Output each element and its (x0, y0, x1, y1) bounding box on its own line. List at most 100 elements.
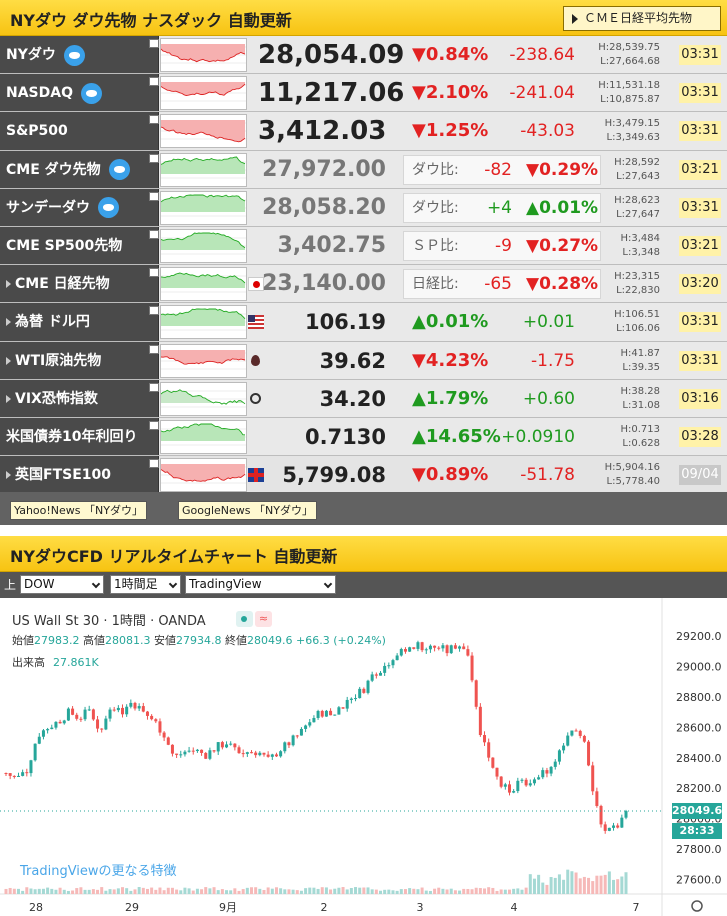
volume-bar (495, 890, 499, 894)
expand-icon[interactable] (149, 153, 159, 163)
update-time: 03:21 (679, 159, 721, 180)
candle-body (270, 754, 274, 757)
quote-row[interactable]: 英国FTSE100 5,799.08 ▼0.89% -51.78 H:5,904.16 L… (0, 456, 727, 495)
candle-body (607, 827, 611, 831)
candle-body (162, 732, 166, 738)
candle-body (449, 645, 453, 654)
candle-body (587, 741, 591, 766)
expand-icon[interactable] (149, 39, 159, 48)
volume-bar (354, 887, 358, 894)
high-label: 高値 (83, 634, 105, 647)
source-select-value: TradingView (189, 577, 262, 591)
quote-name[interactable]: NYダウ (0, 36, 159, 74)
candle-body (383, 665, 387, 673)
quote-name[interactable]: VIX恐怖指数 (0, 379, 159, 417)
quote-row[interactable]: WTI原油先物 39.62 ▼4.23% -1.75 H:41.87 L:39.35 03:… (0, 341, 727, 380)
expand-icon[interactable] (149, 420, 159, 430)
expand-icon[interactable] (149, 191, 159, 201)
volume-bar (458, 890, 462, 894)
volume-bar (299, 890, 303, 894)
quote-name[interactable]: CME SP500先物 (0, 226, 159, 265)
expand-icon[interactable] (149, 268, 159, 278)
sparkline[interactable] (149, 114, 247, 149)
expand-icon[interactable] (149, 115, 159, 125)
sparkline[interactable] (149, 419, 247, 454)
quote-row[interactable]: サンデーダウ 28,058.20 ダウ比: +4 ▲0.01% H:28,623 L:27,… (0, 188, 727, 227)
quote-name[interactable]: サンデーダウ (0, 188, 159, 226)
candle-body (141, 706, 145, 712)
quote-change: -43.03 (520, 121, 575, 142)
symbol-select[interactable]: DOW (20, 575, 104, 594)
expand-icon[interactable] (149, 229, 159, 239)
yahoo-news-link[interactable]: Yahoo!News 「NYダウ」 (10, 501, 147, 520)
expand-icon[interactable] (149, 77, 159, 87)
expand-icon[interactable] (149, 344, 159, 354)
sparkline[interactable] (149, 305, 247, 340)
low-label: 安値 (154, 634, 176, 647)
quote-row[interactable]: CME 日経先物 23,140.00 日経比: -65 ▼0.28% H:23,315 L:… (0, 265, 727, 304)
candle-body (29, 760, 33, 774)
tradingview-features-link[interactable]: TradingViewの更なる特徴 (20, 864, 177, 879)
high-low: H:3,479.15 L:3,349.63 (586, 117, 660, 145)
quote-row[interactable]: 為替 ドル円 106.19 ▲0.01% +0.01 H:106.51 L:106.06 0… (0, 303, 727, 342)
expand-icon[interactable] (149, 459, 159, 469)
quote-row[interactable]: 米国債券10年利回り 0.7130 ▲14.65% +0.0910 H:0.713 L:0… (0, 417, 727, 457)
sparkline[interactable] (149, 38, 247, 72)
price-tick-label: 28200.0 (676, 782, 722, 795)
quote-row[interactable]: CME SP500先物 3,402.75 ＳＰ比: -9 ▼0.27% H:3,484 L:… (0, 226, 727, 266)
candle-body (137, 706, 141, 709)
sparkline[interactable] (149, 267, 247, 302)
quote-name[interactable]: 英国FTSE100 (0, 456, 159, 494)
sparkline[interactable] (149, 190, 247, 225)
source-select[interactable]: TradingView (185, 575, 336, 594)
quote-name[interactable]: CME 日経先物 (0, 265, 159, 303)
interval-select[interactable]: 1時間足 (110, 575, 181, 594)
candle-body (37, 736, 41, 744)
google-news-link[interactable]: GoogleNews 「NYダウ」 (178, 501, 317, 520)
quote-name[interactable]: 米国債券10年利回り (0, 417, 159, 456)
quote-price: 34.20 (319, 386, 386, 411)
candlestick-chart[interactable]: 29200.0 29000.0 28800.0 28600.0 28400.0 28200… (0, 598, 727, 916)
quote-name[interactable]: 為替 ドル円 (0, 303, 159, 341)
sparkline[interactable] (149, 228, 247, 263)
sparkline[interactable] (149, 458, 247, 493)
expand-icon[interactable] (149, 306, 159, 316)
sparkline-line (160, 84, 246, 97)
sparkline[interactable] (149, 381, 247, 416)
quote-name[interactable]: CME ダウ先物 (0, 150, 159, 188)
comparison-label: ダウ比: (412, 199, 459, 216)
candle-body (445, 645, 449, 654)
twitter-icon[interactable] (63, 44, 85, 66)
comparison-change: +4 (486, 197, 512, 218)
quote-name[interactable]: S&P500 (0, 112, 159, 150)
twitter-icon[interactable] (81, 82, 102, 104)
quote-name[interactable]: WTI原油先物 (0, 341, 159, 379)
sparkline[interactable] (149, 76, 247, 111)
update-time: 03:31 (679, 197, 721, 218)
quote-row[interactable]: VIX恐怖指数 34.20 ▲1.79% +0.60 H:38.28 L:31.08 03:… (0, 379, 727, 418)
quote-name[interactable]: NASDAQ (0, 74, 159, 112)
volume-bar (424, 890, 428, 894)
cme-nikkei-button[interactable]: ＣＭＥ日経平均先物 (563, 6, 721, 31)
expand-icon[interactable] (149, 382, 159, 392)
volume-bar (4, 888, 8, 894)
candle-body (433, 645, 437, 648)
low-value: L:27,647 (616, 208, 660, 220)
twitter-icon[interactable] (108, 159, 130, 181)
quote-row[interactable]: NYダウ 28,054.09 ▼0.84% -238.64 H:28,539.75 L:2… (0, 36, 727, 75)
caret-right-icon (6, 356, 11, 365)
quote-percent: ▼4.23% (412, 349, 489, 371)
time-tick-label: 7 (633, 901, 640, 914)
volume-bar (570, 871, 574, 894)
volume-bar (21, 890, 25, 894)
quote-row[interactable]: NASDAQ 11,217.06 ▼2.10% -241.04 H:11,531.18 L… (0, 74, 727, 113)
sparkline[interactable] (149, 152, 247, 187)
quote-row[interactable]: CME ダウ先物 27,972.00 ダウ比: -82 ▼0.29% H:28,592 L:… (0, 150, 727, 189)
update-time: 03:31 (679, 83, 721, 104)
twitter-icon[interactable] (98, 197, 119, 219)
compare-badge[interactable]: ≈ (255, 611, 272, 627)
sparkline[interactable] (149, 343, 247, 378)
candle-body (46, 729, 50, 731)
tradingview-chart[interactable]: 29200.0 29000.0 28800.0 28600.0 28400.0 28200… (0, 598, 727, 916)
quote-row[interactable]: S&P500 3,412.03 ▼1.25% -43.03 H:3,479.15 L:3,… (0, 112, 727, 151)
